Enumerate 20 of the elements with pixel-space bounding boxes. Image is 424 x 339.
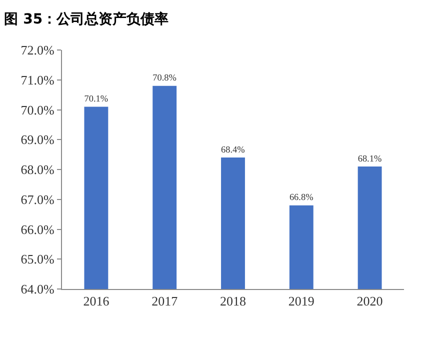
y-tick-label: 66.0%	[20, 222, 55, 237]
y-tick-label: 64.0%	[20, 282, 55, 297]
data-label: 66.8%	[289, 192, 314, 202]
y-tick-label: 70.0%	[20, 102, 55, 118]
data-label: 70.1%	[84, 94, 108, 104]
x-tick-label: 2017	[152, 294, 178, 309]
x-tick-label: 2020	[356, 294, 383, 309]
y-tick-label: 69.0%	[20, 132, 55, 148]
data-label: 68.4%	[221, 144, 246, 154]
y-tick-label: 72.0%	[20, 42, 55, 58]
x-tick-label: 2019	[288, 294, 314, 309]
y-tick-label: 65.0%	[20, 252, 55, 267]
y-tick-label: 67.0%	[20, 192, 55, 207]
chart-title: 图 35：公司总资产负债率	[4, 10, 169, 28]
data-label: 68.1%	[358, 153, 382, 164]
x-tick-label: 2016	[83, 294, 110, 309]
y-tick-label: 68.0%	[20, 162, 55, 178]
y-tick-label: 71.0%	[20, 72, 55, 88]
x-tick-label: 2018	[220, 294, 246, 309]
data-label: 70.8%	[152, 72, 177, 83]
